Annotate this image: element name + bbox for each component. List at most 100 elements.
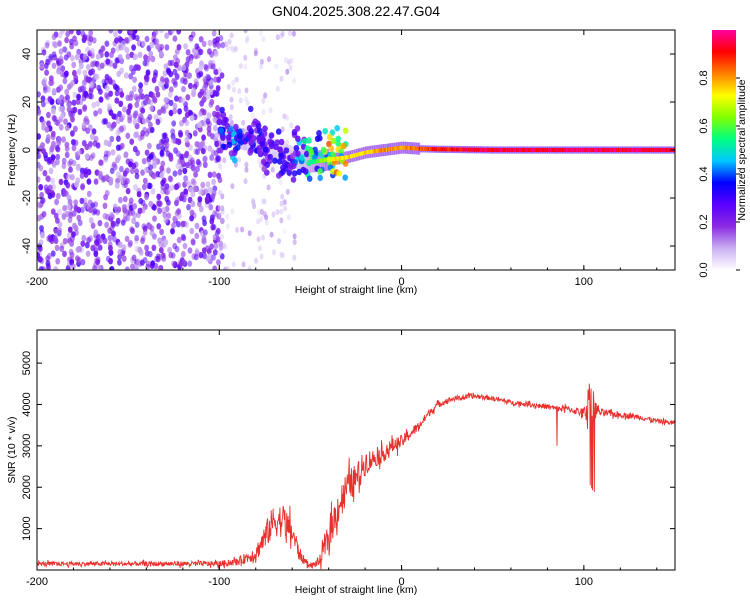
noise-cell: [39, 191, 45, 199]
noise-cell: [127, 117, 132, 124]
noise-cell: [264, 219, 269, 226]
noise-cell: [90, 61, 95, 68]
noise-cell: [172, 170, 178, 177]
noise-cell: [201, 134, 207, 141]
noise-cell: [166, 167, 171, 174]
noise-cell: [179, 191, 185, 198]
noise-cell: [88, 141, 93, 148]
signal-core: [438, 147, 440, 152]
noise-cell: [57, 40, 62, 47]
noise-cell: [189, 209, 195, 216]
noise-cell: [148, 121, 153, 129]
signal-core: [404, 145, 407, 150]
signal-core: [416, 146, 419, 151]
signal-core: [366, 150, 369, 155]
noise-cell: [134, 101, 140, 108]
noise-cell: [73, 205, 79, 212]
signal-core: [329, 157, 332, 162]
noise-cell: [193, 171, 199, 178]
noise-cell: [202, 252, 208, 260]
noise-cell: [206, 112, 212, 119]
noise-cell: [136, 191, 142, 198]
noise-cell: [114, 89, 120, 97]
signal-core: [653, 148, 656, 152]
noise-cell: [258, 30, 263, 36]
noise-cell: [183, 178, 189, 185]
noise-cell: [254, 257, 259, 264]
signal-core: [369, 149, 371, 154]
signal-core: [494, 148, 496, 152]
signal-core: [616, 148, 619, 152]
signal-core: [566, 148, 569, 152]
noise-cell: [202, 219, 208, 227]
noise-cell: [154, 85, 160, 93]
signal-core: [468, 147, 471, 152]
signal-core: [327, 157, 329, 162]
noise-cell: [203, 63, 209, 71]
signal-core: [424, 146, 426, 151]
noise-cell: [111, 121, 117, 128]
noise-cell: [70, 55, 75, 62]
signal-blob: [225, 134, 232, 141]
signal-core: [347, 155, 350, 160]
signal-core: [621, 148, 624, 152]
signal-blob: [237, 128, 243, 135]
noise-cell: [271, 211, 276, 218]
noise-cell: [60, 105, 65, 113]
signal-core: [489, 148, 491, 152]
noise-cell: [66, 101, 72, 108]
signal-core: [439, 147, 442, 152]
noise-cell: [68, 82, 74, 89]
signal-core: [591, 148, 593, 152]
noise-cell: [152, 215, 157, 222]
noise-cell: [46, 120, 51, 127]
noise-cell: [54, 244, 60, 252]
noise-cell: [150, 260, 156, 267]
signal-core: [348, 154, 351, 159]
noise-cell: [134, 172, 140, 180]
signal-blob: [317, 168, 323, 175]
noise-cell: [167, 175, 173, 182]
noise-cell: [113, 31, 118, 38]
noise-cell: [188, 82, 193, 90]
noise-cell: [222, 242, 227, 249]
noise-cell: [256, 218, 261, 225]
signal-core: [379, 148, 382, 153]
signal-core: [500, 148, 503, 152]
noise-cell: [40, 232, 45, 239]
noise-cell: [215, 111, 220, 119]
signal-core: [376, 148, 379, 153]
signal-core: [660, 148, 662, 152]
signal-core: [505, 148, 508, 152]
noise-cell: [68, 166, 73, 173]
noise-cell: [70, 79, 76, 87]
noise-cell: [122, 195, 128, 203]
noise-cell: [225, 223, 230, 230]
noise-cell: [194, 43, 200, 50]
signal-core: [462, 147, 465, 152]
noise-cell: [108, 245, 113, 252]
noise-cell: [213, 242, 219, 250]
signal-core: [371, 149, 374, 154]
noise-cell: [129, 51, 135, 58]
signal-core: [365, 150, 368, 155]
signal-blob: [228, 125, 234, 133]
signal-core: [413, 146, 416, 151]
noise-cell: [88, 154, 94, 161]
noise-cell: [98, 88, 103, 95]
noise-cell: [55, 146, 61, 153]
signal-core: [357, 152, 360, 157]
noise-cell: [191, 179, 197, 187]
noise-cell: [98, 170, 103, 178]
signal-core: [600, 148, 602, 152]
noise-cell: [76, 48, 82, 56]
noise-cell: [244, 87, 249, 94]
signal-core: [491, 148, 494, 152]
y-tick-label: 3000: [21, 434, 33, 458]
noise-cell: [139, 259, 145, 266]
noise-cell: [247, 230, 252, 237]
signal-core: [523, 148, 526, 152]
noise-cell: [183, 43, 189, 50]
noise-cell: [71, 61, 77, 69]
noise-cell: [60, 30, 65, 35]
